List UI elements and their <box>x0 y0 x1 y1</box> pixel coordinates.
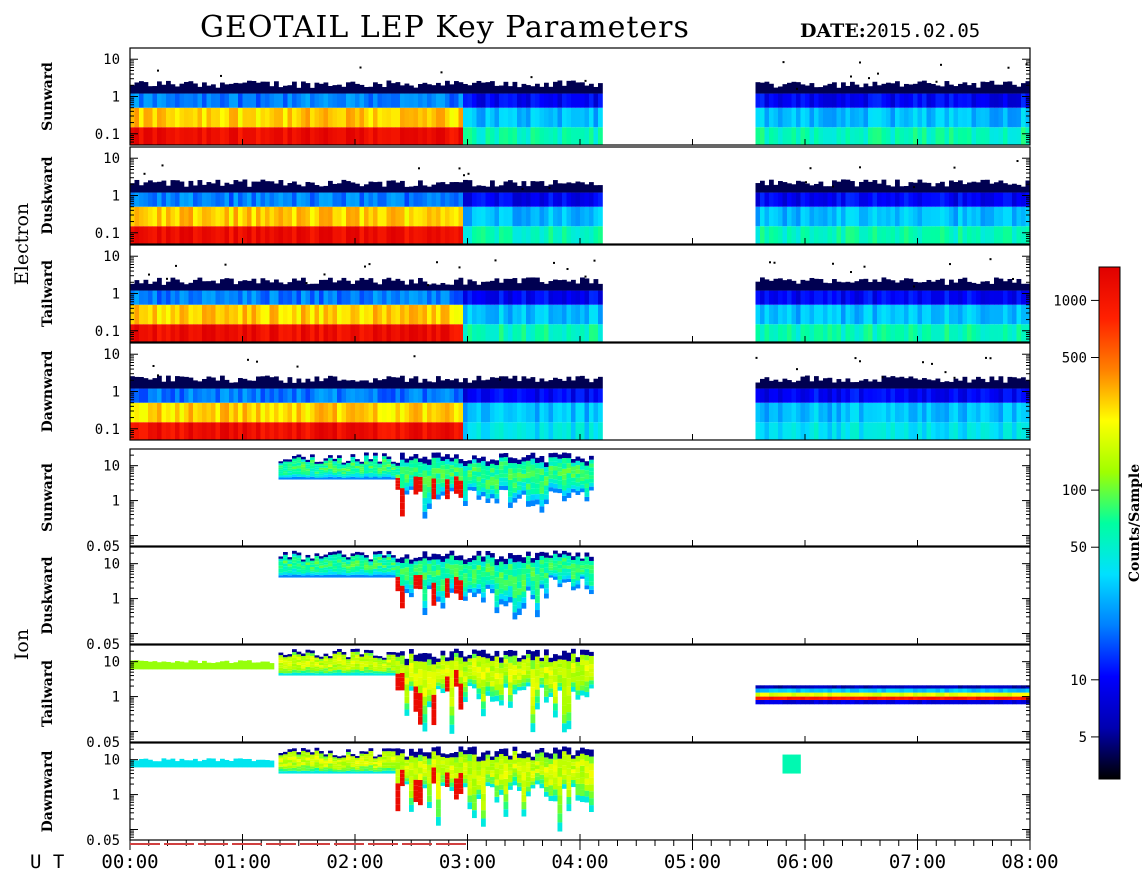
heatmap-ion-duskward <box>278 550 594 620</box>
x-tick-label: 02:00 <box>326 851 383 873</box>
panel-label: Dawnward <box>40 350 56 432</box>
panel-electron-duskward: 10 1 0.1 <box>95 146 1031 245</box>
y-tick-label: 10 <box>103 52 120 68</box>
panel-ion-duskward: 10 1 0.05 <box>86 546 1031 653</box>
heatmap-ion-tailward <box>130 648 1031 734</box>
x-tick-label: 06:00 <box>776 851 833 873</box>
panel-label: Duskward <box>40 156 56 234</box>
chart-title: GEOTAIL LEP Key Parameters <box>200 10 690 45</box>
heatmap-electron-dawnward <box>130 355 1031 440</box>
heatmap-electron-sunward <box>130 61 1031 145</box>
y-tick-label: 1 <box>112 189 120 205</box>
y-tick-label: 1 <box>112 287 120 303</box>
panel-label: Dawnward <box>40 750 56 832</box>
heatmap-electron-duskward <box>130 160 1031 244</box>
heatmap-ion-sunward <box>278 452 594 519</box>
y-tick-label: 0.05 <box>86 833 120 849</box>
panel-label: Duskward <box>40 556 56 634</box>
panel-electron-dawnward: 10 1 0.1 <box>95 342 1031 441</box>
colorbar-tick-label: 10 <box>1070 673 1087 689</box>
colorbar-label: Counts/Sample <box>1127 464 1142 582</box>
panel-ion-dawnward: 10 1 0.05 <box>86 742 1031 849</box>
x-tick-label: 04:00 <box>551 851 608 873</box>
colorbar-tick-label: 5 <box>1079 730 1087 746</box>
colorbar-tick-label: 500 <box>1062 351 1087 367</box>
y-tick-label: 0.1 <box>95 127 120 143</box>
panel-label: Sunward <box>40 62 56 131</box>
x-tick-label: 05:00 <box>664 851 721 873</box>
y-tick-label: 1 <box>112 90 120 106</box>
date-value: 2015.02.05 <box>865 20 981 42</box>
y-tick-label: 10 <box>103 249 120 265</box>
y-tick-label: 0.1 <box>95 422 120 438</box>
y-tick-label: 10 <box>103 151 120 167</box>
y-tick-label: 1 <box>112 592 120 608</box>
colorbar-tick-label: 50 <box>1070 540 1087 556</box>
heatmap-ion-dawnward <box>130 746 801 832</box>
y-tick-label: 1 <box>112 494 120 510</box>
group-label: Ion <box>11 629 33 660</box>
x-tick-label: 08:00 <box>1001 851 1058 873</box>
panel-electron-sunward: 10 1 0.1 <box>95 47 1031 146</box>
y-tick-label: 0.1 <box>95 324 120 340</box>
panel-label: Tailward <box>40 660 56 727</box>
y-tick-label: 0.05 <box>86 539 120 555</box>
group-label: Electron <box>11 203 33 285</box>
x-axis-label: U T <box>30 851 64 873</box>
x-tick-label: 07:00 <box>889 851 946 873</box>
x-tick-label: 01:00 <box>214 851 271 873</box>
colorbar-tick-label: 100 <box>1062 483 1087 499</box>
date-readout: DATE:2015.02.05 <box>800 20 980 42</box>
y-tick-label: 1 <box>112 690 120 706</box>
y-tick-label: 0.05 <box>86 735 120 751</box>
y-tick-label: 10 <box>103 459 120 475</box>
heatmap-electron-tailward <box>130 258 1031 342</box>
x-tick-label: 00:00 <box>101 851 158 873</box>
y-tick-label: 10 <box>103 753 120 769</box>
panel-ion-sunward: 10 1 0.05 <box>86 448 1031 555</box>
panel-ion-tailward: 10 1 0.05 <box>86 644 1031 751</box>
panel-label: Sunward <box>40 463 56 532</box>
y-tick-label: 0.05 <box>86 637 120 653</box>
y-tick-label: 10 <box>103 655 120 671</box>
panel-electron-tailward: 10 1 0.1 <box>95 244 1031 343</box>
x-tick-label: 03:00 <box>439 851 496 873</box>
date-label: DATE: <box>800 20 866 42</box>
y-tick-label: 10 <box>103 557 120 573</box>
colorbar <box>1098 266 1121 780</box>
y-tick-label: 1 <box>112 385 120 401</box>
y-tick-label: 0.1 <box>95 226 120 242</box>
y-tick-label: 1 <box>112 788 120 804</box>
y-tick-label: 10 <box>103 347 120 363</box>
panel-label: Tailward <box>40 260 56 327</box>
colorbar-tick-label: 1000 <box>1053 293 1087 309</box>
